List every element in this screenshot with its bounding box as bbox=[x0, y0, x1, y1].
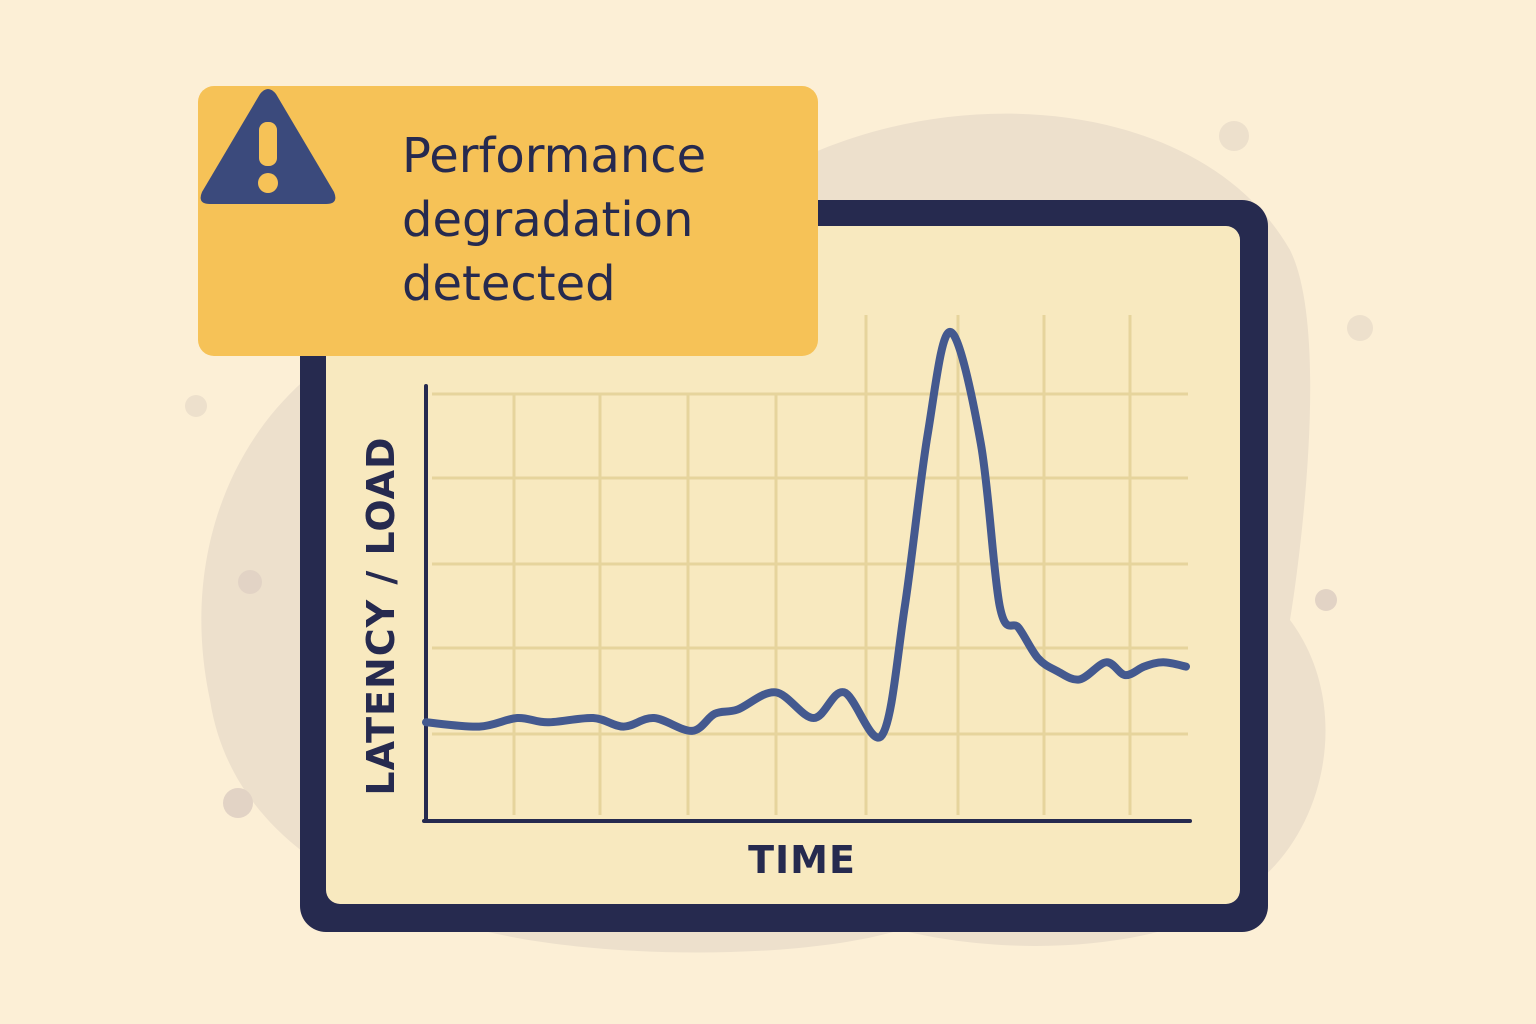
chart-grid bbox=[432, 315, 1188, 815]
warning-triangle-icon bbox=[200, 89, 336, 204]
decor-dot bbox=[1347, 315, 1373, 341]
x-axis-title: TIME bbox=[748, 838, 856, 882]
alert-message: Performance degradation detected bbox=[402, 128, 707, 312]
y-axis-title: LATENCY / LOAD bbox=[359, 436, 403, 795]
decor-dot bbox=[1219, 121, 1249, 151]
decor-dot bbox=[238, 570, 262, 594]
decor-dot bbox=[223, 788, 253, 818]
decor-dot bbox=[1315, 589, 1337, 611]
series-line bbox=[422, 327, 1190, 742]
alert-banner: Performance degradation detected bbox=[198, 86, 818, 356]
decor-dot bbox=[185, 395, 207, 417]
